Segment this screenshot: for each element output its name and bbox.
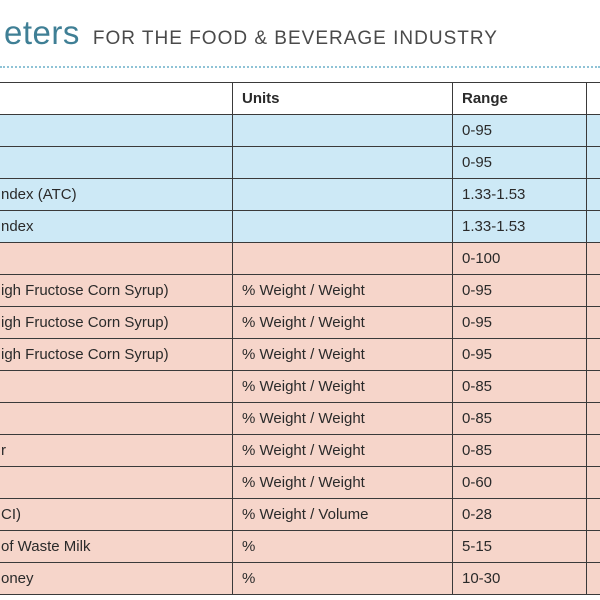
heading-title: eters xyxy=(4,14,80,51)
cell-extra xyxy=(586,242,600,275)
table-row: oney% 10-30 xyxy=(0,562,600,595)
table-body: 0-95 0-95 ndex (ATC) 1.33-1.53 ndex 1.33-1.53… xyxy=(0,114,600,595)
cell-parameter: igh Fructose Corn Syrup) xyxy=(0,306,233,339)
cell-range: 0-100 xyxy=(452,242,587,275)
table-row: ndex (ATC) 1.33-1.53 xyxy=(0,178,600,211)
cell-extra xyxy=(586,338,600,371)
table-row: 0-95 xyxy=(0,146,600,179)
table-row: % Weight / Weight 0-60 xyxy=(0,466,600,499)
cell-range: 5-15 xyxy=(452,530,587,563)
cell-range: 0-95 xyxy=(452,114,587,147)
table-row: 0-100 xyxy=(0,242,600,275)
cell-units: % xyxy=(232,530,453,563)
cell-units: % Weight / Weight xyxy=(232,402,453,435)
cell-parameter xyxy=(0,114,233,147)
cell-units: % Weight / Weight xyxy=(232,434,453,467)
cell-parameter: oney xyxy=(0,562,233,595)
cell-range: 0-85 xyxy=(452,370,587,403)
cell-parameter: CI) xyxy=(0,498,233,531)
table-row: igh Fructose Corn Syrup)% Weight / Weigh… xyxy=(0,274,600,307)
cell-extra xyxy=(586,434,600,467)
cell-units xyxy=(232,178,453,211)
cell-extra xyxy=(586,178,600,211)
cell-range: 0-28 xyxy=(452,498,587,531)
cell-extra xyxy=(586,498,600,531)
cell-parameter xyxy=(0,242,233,275)
cell-units xyxy=(232,210,453,243)
table-row: igh Fructose Corn Syrup)% Weight / Weigh… xyxy=(0,338,600,371)
cell-extra xyxy=(586,370,600,403)
cell-parameter: of Waste Milk xyxy=(0,530,233,563)
cell-parameter xyxy=(0,466,233,499)
table-row: % Weight / Weight 0-85 xyxy=(0,370,600,403)
parameters-table: Units Range 0-95 0-95 ndex (ATC) 1.33-1.53 n… xyxy=(0,82,600,595)
table-row: r% Weight / Weight 0-85 xyxy=(0,434,600,467)
header-units: Units xyxy=(232,82,453,115)
cell-extra xyxy=(586,562,600,595)
cell-extra xyxy=(586,530,600,563)
cell-units xyxy=(232,242,453,275)
table-header-row: Units Range xyxy=(0,82,600,115)
cell-units: % Weight / Weight xyxy=(232,466,453,499)
cell-parameter: igh Fructose Corn Syrup) xyxy=(0,274,233,307)
cell-range: 0-95 xyxy=(452,146,587,179)
cell-parameter xyxy=(0,146,233,179)
header-parameter xyxy=(0,82,233,115)
table-row: 0-95 xyxy=(0,114,600,147)
cell-range: 0-85 xyxy=(452,402,587,435)
cell-parameter xyxy=(0,370,233,403)
page-heading: eters FOR THE FOOD & BEVERAGE INDUSTRY xyxy=(0,14,498,64)
cell-extra xyxy=(586,210,600,243)
table-row: igh Fructose Corn Syrup)% Weight / Weigh… xyxy=(0,306,600,339)
cell-range: 1.33-1.53 xyxy=(452,178,587,211)
cell-parameter: igh Fructose Corn Syrup) xyxy=(0,338,233,371)
cell-parameter xyxy=(0,402,233,435)
table-row: CI)% Weight / Volume 0-28 xyxy=(0,498,600,531)
cell-units xyxy=(232,146,453,179)
cell-range: 0-95 xyxy=(452,338,587,371)
cell-extra xyxy=(586,146,600,179)
cell-units: % Weight / Weight xyxy=(232,338,453,371)
cell-units: % Weight / Weight xyxy=(232,370,453,403)
cell-units: % Weight / Weight xyxy=(232,306,453,339)
cell-range: 10-30 xyxy=(452,562,587,595)
cell-extra xyxy=(586,114,600,147)
cell-extra xyxy=(586,274,600,307)
cell-units xyxy=(232,114,453,147)
table-row: of Waste Milk% 5-15 xyxy=(0,530,600,563)
heading-subtitle: FOR THE FOOD & BEVERAGE INDUSTRY xyxy=(92,28,498,49)
cell-units: % xyxy=(232,562,453,595)
cell-range: 0-95 xyxy=(452,306,587,339)
cell-extra xyxy=(586,306,600,339)
header-range: Range xyxy=(452,82,587,115)
header-extra xyxy=(586,82,600,115)
cell-range: 0-60 xyxy=(452,466,587,499)
cell-extra xyxy=(586,402,600,435)
cell-range: 0-95 xyxy=(452,274,587,307)
cell-range: 0-85 xyxy=(452,434,587,467)
table-row: ndex 1.33-1.53 xyxy=(0,210,600,243)
cell-units: % Weight / Weight xyxy=(232,274,453,307)
cell-extra xyxy=(586,466,600,499)
cell-parameter: ndex (ATC) xyxy=(0,178,233,211)
cell-parameter: ndex xyxy=(0,210,233,243)
table-row: % Weight / Weight 0-85 xyxy=(0,402,600,435)
cell-units: % Weight / Volume xyxy=(232,498,453,531)
dotted-divider xyxy=(0,66,600,68)
cell-range: 1.33-1.53 xyxy=(452,210,587,243)
cell-parameter: r xyxy=(0,434,233,467)
